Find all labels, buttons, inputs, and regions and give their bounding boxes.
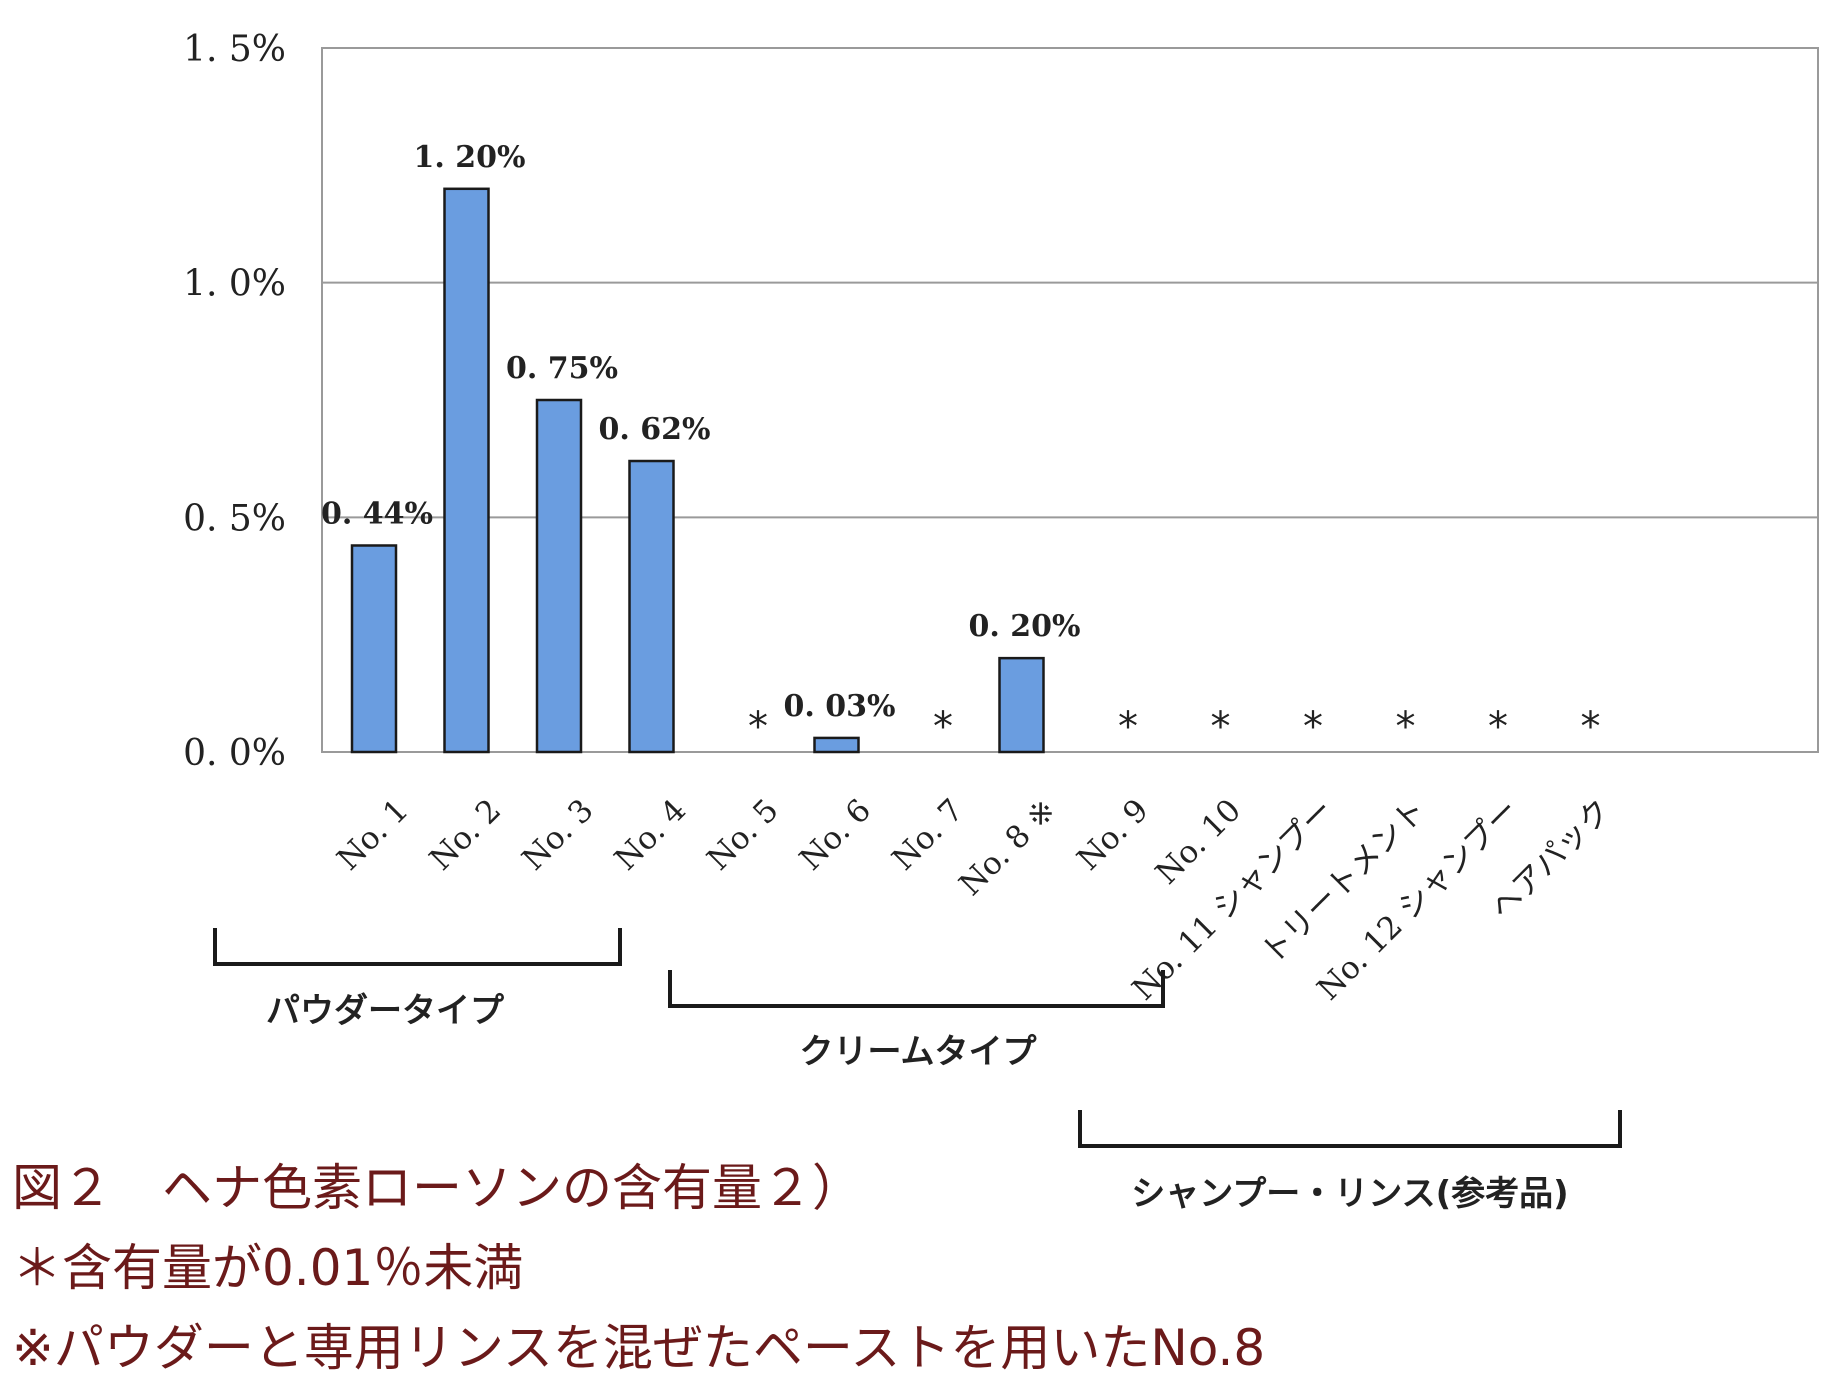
x-tick-label: No. 3 <box>515 792 600 877</box>
x-tick-label: No. 8 ※ <box>952 792 1063 903</box>
x-tick-label: No. 2 <box>423 792 508 877</box>
value-label: 0. 44% <box>321 496 433 531</box>
bar <box>535 398 583 754</box>
bar <box>350 544 398 754</box>
below-threshold-marker: * <box>1118 704 1138 750</box>
bar <box>443 187 490 754</box>
below-threshold-marker: * <box>1303 704 1323 750</box>
value-label: 0. 20% <box>968 609 1080 644</box>
group-bracket <box>213 928 622 966</box>
value-label: 0. 75% <box>506 351 618 386</box>
group-bracket <box>668 970 1165 1008</box>
value-label: 1. 20% <box>413 140 525 175</box>
below-threshold-marker: * <box>1211 704 1231 750</box>
footnote-reference-mark: ※パウダーと専用リンスを混ぜたペーストを用いたNo.8 <box>12 1319 1266 1377</box>
bar <box>998 656 1045 754</box>
y-tick-label: 1. 0% <box>183 264 286 305</box>
below-threshold-marker: * <box>933 704 953 750</box>
plot-area <box>321 47 1819 753</box>
group-label: シャンプー・リンス(参考品) <box>1131 1174 1568 1214</box>
x-tick-label: No. 6 <box>793 792 878 877</box>
y-tick-label: 0. 5% <box>183 498 286 539</box>
x-axis-labels: No. 1 No. 2 No. 3 No. 4 No. 5 No. 6 No. 7No. 8… <box>330 792 1618 1007</box>
x-tick-label: No. 5 <box>700 792 785 877</box>
x-tick-label: No. 4 <box>608 792 693 877</box>
group-label: クリームタイプ <box>800 1032 1037 1072</box>
value-label: 0. 62% <box>598 412 710 447</box>
group-label: パウダータイプ <box>266 991 504 1031</box>
below-threshold-marker: * <box>1581 704 1601 750</box>
bars: 0. 44% 1. 20% 0. 75% 0. 62% * 0. 03% * 0. 20% * *… <box>321 140 1601 754</box>
footnote-asterisk: ＊含有量が0.01％未満 <box>12 1239 524 1297</box>
x-tick-label: No. 7 <box>885 792 970 877</box>
y-tick-label: 1. 5% <box>183 29 286 70</box>
bar <box>813 736 860 754</box>
y-tick-label: 0. 0% <box>183 733 286 774</box>
below-threshold-marker: * <box>748 704 768 750</box>
group-bracket <box>1078 1110 1622 1148</box>
y-axis-ticks: 0. 0% 0. 5% 1. 0% 1. 5% <box>183 29 286 774</box>
figure-caption: 図２ ヘナ色素ローソンの含有量２） <box>12 1159 862 1217</box>
below-threshold-marker: * <box>1396 704 1416 750</box>
x-tick-label: トリートメント <box>1254 792 1433 971</box>
below-threshold-marker: * <box>1488 704 1508 750</box>
bar <box>628 459 675 754</box>
x-tick-label: No. 1 <box>330 792 415 877</box>
value-label: 0. 03% <box>783 689 895 724</box>
x-tick-label: No. 9 <box>1070 792 1155 877</box>
